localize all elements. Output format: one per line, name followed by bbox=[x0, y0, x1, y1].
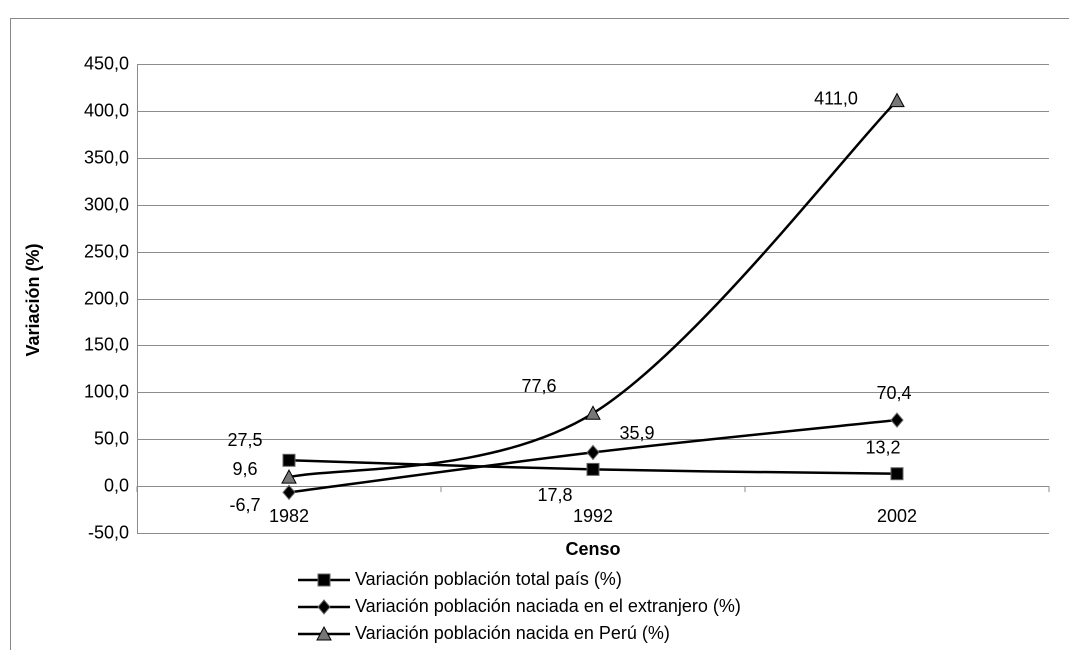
marker bbox=[586, 462, 600, 476]
x-tick-label: 1992 bbox=[573, 506, 613, 526]
series-line bbox=[288, 99, 898, 479]
y-tick-label: 150,0 bbox=[84, 334, 129, 354]
data-label: 27,5 bbox=[227, 430, 262, 450]
marker bbox=[317, 573, 331, 587]
marker bbox=[890, 412, 904, 428]
y-tick-label: 450,0 bbox=[84, 53, 129, 73]
marker bbox=[316, 625, 332, 641]
data-label: 17,8 bbox=[537, 485, 572, 505]
legend-label: Variación población nacida en Perú (%) bbox=[355, 623, 670, 643]
marker bbox=[282, 484, 296, 501]
marker bbox=[889, 92, 905, 108]
x-axis-label: Censo bbox=[565, 539, 620, 559]
y-tick-label: 250,0 bbox=[84, 241, 129, 261]
y-tick-label: 0,0 bbox=[104, 475, 129, 495]
marker bbox=[586, 444, 600, 461]
x-tick-label: 2002 bbox=[877, 506, 917, 526]
x-tick-label: 1982 bbox=[269, 506, 309, 526]
y-tick-label: 350,0 bbox=[84, 147, 129, 167]
data-label: 35,9 bbox=[619, 423, 654, 443]
marker bbox=[281, 469, 297, 484]
marker bbox=[282, 453, 296, 467]
data-label: 411,0 bbox=[814, 88, 858, 108]
legend-label: Variación población total país (%) bbox=[355, 569, 622, 589]
data-label: 77,6 bbox=[521, 376, 556, 396]
y-axis-label: Variación (%) bbox=[23, 243, 43, 356]
y-tick-label: 50,0 bbox=[94, 428, 129, 448]
y-tick-label: 400,0 bbox=[84, 100, 129, 120]
y-tick-label: -50,0 bbox=[88, 522, 129, 542]
marker bbox=[890, 467, 904, 481]
data-label: 13,2 bbox=[865, 437, 900, 457]
data-label: 70,4 bbox=[876, 383, 911, 403]
data-label: 9,6 bbox=[232, 459, 257, 479]
legend-label: Variación población naciada en el extran… bbox=[355, 596, 741, 616]
y-tick-label: 100,0 bbox=[84, 381, 129, 401]
y-tick-label: 200,0 bbox=[84, 288, 129, 308]
marker bbox=[317, 599, 331, 615]
data-label: -6,7 bbox=[229, 495, 260, 515]
y-tick-label: 300,0 bbox=[84, 194, 129, 214]
marker bbox=[585, 405, 601, 420]
